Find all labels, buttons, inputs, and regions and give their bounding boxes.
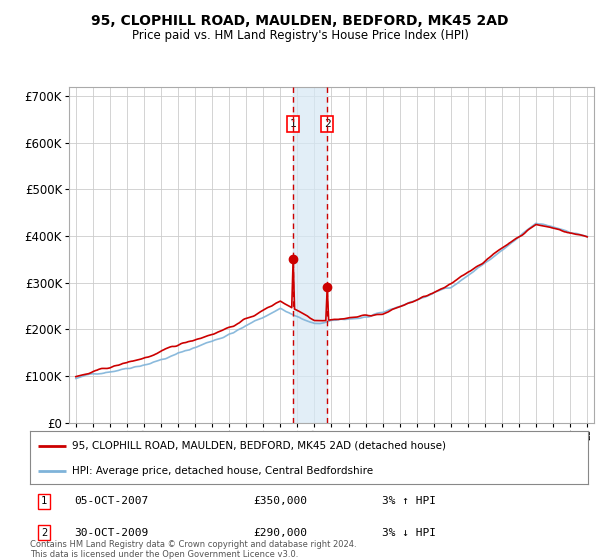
Text: Price paid vs. HM Land Registry's House Price Index (HPI): Price paid vs. HM Land Registry's House … — [131, 29, 469, 42]
Text: 95, CLOPHILL ROAD, MAULDEN, BEDFORD, MK45 2AD: 95, CLOPHILL ROAD, MAULDEN, BEDFORD, MK4… — [91, 14, 509, 28]
Text: 30-OCT-2009: 30-OCT-2009 — [74, 528, 149, 538]
Text: 1: 1 — [41, 496, 47, 506]
Text: 2: 2 — [41, 528, 47, 538]
Bar — [293, 87, 327, 423]
Text: 3% ↓ HPI: 3% ↓ HPI — [382, 528, 436, 538]
Text: 3% ↑ HPI: 3% ↑ HPI — [382, 496, 436, 506]
Text: 2: 2 — [324, 119, 331, 129]
Text: £290,000: £290,000 — [253, 528, 307, 538]
Text: £350,000: £350,000 — [253, 496, 307, 506]
Text: 95, CLOPHILL ROAD, MAULDEN, BEDFORD, MK45 2AD (detached house): 95, CLOPHILL ROAD, MAULDEN, BEDFORD, MK4… — [72, 441, 446, 451]
Text: 1: 1 — [290, 119, 296, 129]
Text: 05-OCT-2007: 05-OCT-2007 — [74, 496, 149, 506]
Text: HPI: Average price, detached house, Central Bedfordshire: HPI: Average price, detached house, Cent… — [72, 466, 373, 476]
Text: Contains HM Land Registry data © Crown copyright and database right 2024.
This d: Contains HM Land Registry data © Crown c… — [30, 540, 356, 559]
